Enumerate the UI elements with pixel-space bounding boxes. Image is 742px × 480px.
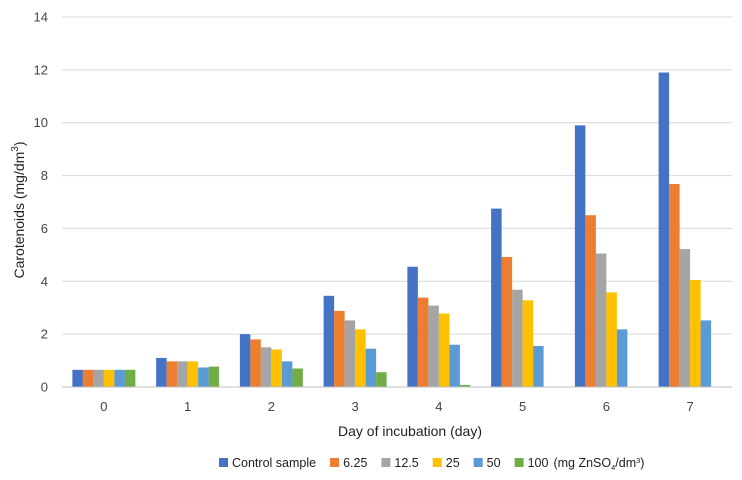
bar (658, 72, 670, 387)
bar (239, 334, 251, 387)
bar (700, 320, 712, 387)
legend-swatch (432, 458, 442, 467)
legend-swatch (514, 458, 524, 467)
bar (355, 329, 366, 387)
y-tick-label: 12 (34, 62, 48, 77)
y-axis-label-sup: 3 (10, 146, 21, 152)
x-tick-label: 1 (184, 399, 191, 414)
y-tick-label: 10 (34, 115, 48, 130)
bar (198, 367, 209, 387)
bar (177, 361, 188, 387)
x-tick-label: 3 (352, 399, 359, 414)
legend-swatch (473, 458, 483, 467)
bar (208, 366, 220, 387)
bar (114, 369, 125, 387)
x-tick-label: 0 (100, 399, 107, 414)
bar (585, 215, 596, 387)
bar (93, 369, 104, 387)
bar (679, 249, 691, 387)
legend-label: Control sample (232, 456, 316, 470)
bar (82, 369, 94, 387)
x-tick-label: 6 (603, 399, 610, 414)
x-axis-ticks: 0 1 2 3 4 5 6 7 (100, 399, 693, 414)
bar (491, 208, 502, 387)
legend-label: 100 (528, 456, 549, 470)
y-axis-ticks: 0 2 4 6 8 10 12 14 (34, 10, 48, 395)
gridlines (62, 16, 732, 335)
legend-label: 25 (446, 456, 460, 470)
bar (156, 357, 167, 387)
legend-label: 12.5 (394, 456, 418, 470)
bar (501, 256, 513, 387)
bar (344, 320, 356, 387)
bar (574, 125, 586, 387)
bar (690, 279, 701, 387)
y-tick-label: 14 (34, 10, 48, 25)
bar (365, 348, 377, 387)
y-tick-label: 8 (41, 168, 48, 183)
bar (124, 369, 136, 387)
bar (292, 368, 303, 387)
legend-swatch (381, 458, 391, 467)
bar (271, 349, 282, 387)
x-tick-label: 5 (519, 399, 526, 414)
y-tick-label: 2 (41, 327, 48, 342)
bar (512, 289, 523, 387)
bar (281, 361, 293, 387)
bar (166, 361, 178, 387)
y-tick-label: 0 (41, 380, 48, 395)
bar (407, 266, 418, 387)
legend-swatch (219, 458, 228, 467)
legend-label: 6.25 (343, 456, 367, 470)
legend-swatch (330, 458, 340, 467)
bar (669, 184, 680, 387)
legend: Control sample 6.25 12.5 25 50 100 (mg ZnSO4/d… (219, 456, 644, 472)
bar (522, 300, 534, 387)
x-tick-label: 2 (268, 399, 275, 414)
bar (334, 310, 345, 387)
bar (417, 297, 429, 387)
bar (72, 369, 83, 387)
legend-label: 50 (487, 456, 501, 470)
bar (323, 295, 335, 387)
y-tick-label: 4 (41, 274, 48, 289)
legend-unit: (mg ZnSO4/dm3) (553, 456, 644, 472)
bars (72, 72, 712, 387)
bar (606, 292, 617, 387)
x-tick-label: 4 (435, 399, 442, 414)
bar (187, 361, 199, 387)
bar (250, 339, 261, 387)
bar (428, 305, 439, 387)
x-axis-label: Day of incubation (day) (338, 423, 482, 439)
bar (533, 346, 544, 387)
bar (616, 329, 628, 387)
bar (449, 344, 460, 387)
y-axis-label-end: ) (11, 141, 27, 146)
bar (438, 313, 450, 387)
bar (376, 372, 387, 387)
bar (459, 384, 471, 387)
bar (595, 253, 607, 387)
y-tick-label: 6 (41, 221, 48, 236)
y-axis-label: Carotenoids (mg/dm3) (10, 141, 27, 278)
bar (260, 347, 272, 387)
bar (103, 369, 115, 387)
x-tick-label: 7 (687, 399, 694, 414)
